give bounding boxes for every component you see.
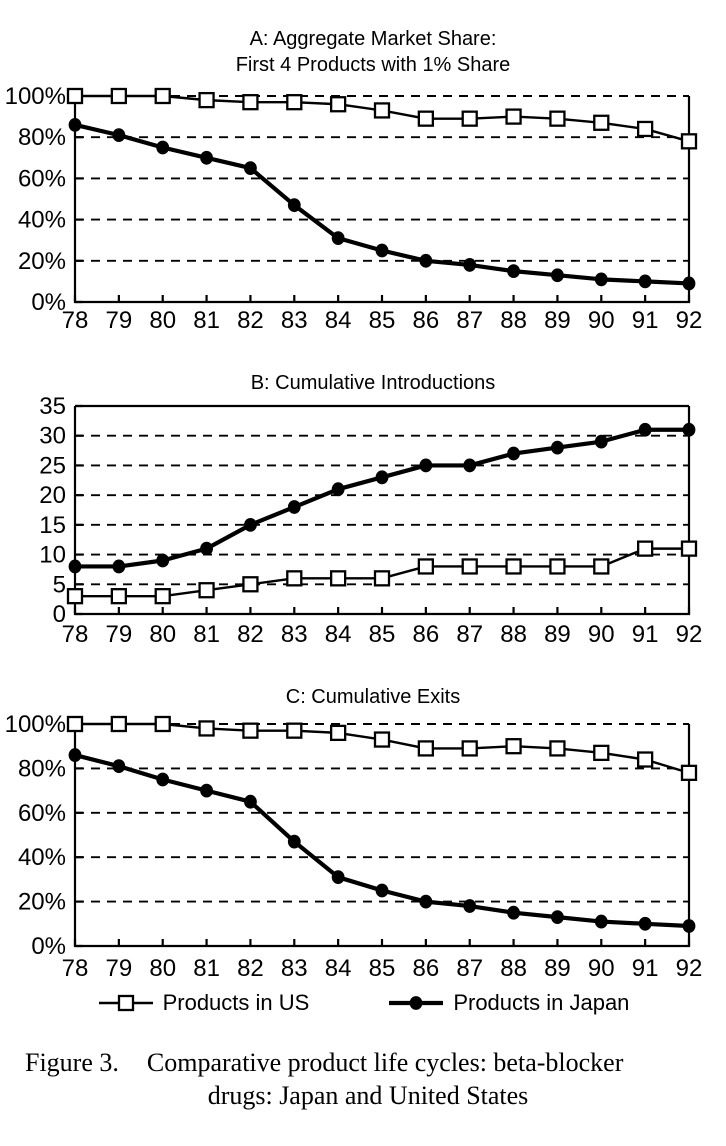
svg-text:83: 83 bbox=[281, 955, 308, 982]
series-products-in-japan bbox=[68, 117, 696, 291]
chart-a-title: A: Aggregate Market Share: First 4 Produ… bbox=[0, 26, 726, 78]
svg-text:85: 85 bbox=[369, 307, 396, 334]
svg-text:5: 5 bbox=[53, 571, 66, 598]
svg-text:80: 80 bbox=[149, 307, 176, 334]
caption-line-2: drugs: Japan and United States bbox=[207, 1081, 529, 1110]
svg-text:15: 15 bbox=[39, 512, 66, 539]
svg-text:82: 82 bbox=[237, 621, 264, 648]
japan-circle-marker-icon bbox=[389, 996, 444, 1010]
svg-text:100%: 100% bbox=[5, 83, 66, 110]
svg-text:82: 82 bbox=[237, 307, 264, 334]
chart-a-title-line-2: First 4 Products with 1% Share bbox=[235, 54, 511, 76]
svg-text:40%: 40% bbox=[18, 207, 66, 234]
svg-text:92: 92 bbox=[676, 621, 703, 648]
svg-text:60%: 60% bbox=[18, 165, 66, 192]
chart-c-title: C: Cumulative Exits bbox=[0, 684, 726, 710]
chart-b-title-line-1: B: Cumulative Introductions bbox=[250, 372, 496, 394]
svg-text:0%: 0% bbox=[31, 933, 66, 960]
svg-text:25: 25 bbox=[39, 452, 66, 479]
svg-text:79: 79 bbox=[106, 621, 133, 648]
caption-figure-number: Figure 3. bbox=[25, 1048, 119, 1077]
svg-text:89: 89 bbox=[544, 955, 571, 982]
svg-text:79: 79 bbox=[106, 307, 133, 334]
svg-text:88: 88 bbox=[500, 621, 527, 648]
chart-c-title-line-1: C: Cumulative Exits bbox=[285, 686, 461, 708]
series-products-in-us bbox=[66, 540, 698, 605]
svg-text:91: 91 bbox=[632, 621, 659, 648]
legend-item-japan: Products in Japan bbox=[387, 990, 629, 1016]
svg-text:90: 90 bbox=[588, 307, 615, 334]
chart-a-section: A: Aggregate Market Share: First 4 Produ… bbox=[0, 26, 726, 340]
chart-b-section: B: Cumulative Introductions 0 5 10 15 20 25 30… bbox=[0, 370, 726, 654]
legend-label-japan: Products in Japan bbox=[453, 990, 630, 1015]
svg-text:82: 82 bbox=[237, 955, 264, 982]
svg-text:78: 78 bbox=[62, 955, 89, 982]
svg-text:84: 84 bbox=[325, 955, 352, 982]
series-products-in-japan bbox=[68, 422, 696, 574]
svg-text:80%: 80% bbox=[18, 755, 66, 782]
svg-text:91: 91 bbox=[632, 307, 659, 334]
svg-text:81: 81 bbox=[193, 307, 220, 334]
svg-text:83: 83 bbox=[281, 621, 308, 648]
svg-text:100%: 100% bbox=[5, 711, 66, 738]
svg-text:87: 87 bbox=[456, 955, 483, 982]
svg-text:20%: 20% bbox=[18, 248, 66, 275]
svg-text:86: 86 bbox=[413, 307, 440, 334]
svg-text:84: 84 bbox=[325, 621, 352, 648]
svg-text:85: 85 bbox=[369, 621, 396, 648]
figure-3: A: Aggregate Market Share: First 4 Produ… bbox=[0, 26, 726, 1112]
caption-line-1: Figure 3. Comparative product life cycle… bbox=[0, 1046, 726, 1079]
svg-text:30: 30 bbox=[39, 423, 66, 450]
chart-c-section: C: Cumulative Exits 0% 20% 40% 60% 80% 100% 78… bbox=[0, 684, 726, 988]
chart-b-title: B: Cumulative Introductions bbox=[0, 370, 726, 396]
svg-text:88: 88 bbox=[500, 307, 527, 334]
svg-text:78: 78 bbox=[62, 307, 89, 334]
svg-text:79: 79 bbox=[106, 955, 133, 982]
svg-text:84: 84 bbox=[325, 307, 352, 334]
svg-text:87: 87 bbox=[456, 307, 483, 334]
svg-text:85: 85 bbox=[369, 955, 396, 982]
svg-text:86: 86 bbox=[413, 621, 440, 648]
svg-text:81: 81 bbox=[193, 955, 220, 982]
svg-text:90: 90 bbox=[588, 621, 615, 648]
svg-text:91: 91 bbox=[632, 955, 659, 982]
chart-a-plot: 0% 20% 40% 60% 80% 100% 78 79 80 81 82 83 84 85 86 87 88… bbox=[5, 83, 703, 334]
svg-text:40%: 40% bbox=[18, 844, 66, 871]
svg-text:78: 78 bbox=[62, 621, 89, 648]
chart-c-plot: 0% 20% 40% 60% 80% 100% 78 79 80 81 82 83 84 85 86 87 88… bbox=[5, 711, 703, 982]
svg-text:80%: 80% bbox=[18, 124, 66, 151]
svg-text:87: 87 bbox=[456, 621, 483, 648]
figure-caption: Figure 3. Comparative product life cycle… bbox=[0, 1046, 726, 1112]
svg-text:90: 90 bbox=[588, 955, 615, 982]
svg-text:35: 35 bbox=[39, 396, 66, 420]
svg-text:89: 89 bbox=[544, 307, 571, 334]
svg-text:20%: 20% bbox=[18, 889, 66, 916]
series-products-in-japan bbox=[68, 748, 696, 933]
series-products-in-us bbox=[66, 87, 698, 150]
svg-text:80: 80 bbox=[149, 955, 176, 982]
legend-label-us: Products in US bbox=[162, 990, 310, 1015]
series-products-in-us bbox=[66, 715, 698, 781]
us-square-marker-icon bbox=[98, 994, 153, 1012]
svg-text:88: 88 bbox=[500, 955, 527, 982]
svg-text:60%: 60% bbox=[18, 800, 66, 827]
caption-text: Comparative product life cycles: beta-bl… bbox=[146, 1048, 624, 1077]
legend: Products in US Products in Japan bbox=[0, 990, 726, 1016]
chart-a-title-line-1: A: Aggregate Market Share: bbox=[249, 28, 497, 50]
svg-text:0%: 0% bbox=[31, 289, 66, 316]
svg-text:0: 0 bbox=[53, 601, 66, 628]
svg-text:10: 10 bbox=[39, 542, 66, 569]
svg-text:86: 86 bbox=[413, 955, 440, 982]
svg-text:89: 89 bbox=[544, 621, 571, 648]
legend-item-us: Products in US bbox=[97, 990, 310, 1016]
svg-text:80: 80 bbox=[149, 621, 176, 648]
svg-text:81: 81 bbox=[193, 621, 220, 648]
svg-text:20: 20 bbox=[39, 482, 66, 509]
svg-text:83: 83 bbox=[281, 307, 308, 334]
svg-text:92: 92 bbox=[676, 307, 703, 334]
svg-text:92: 92 bbox=[676, 955, 703, 982]
